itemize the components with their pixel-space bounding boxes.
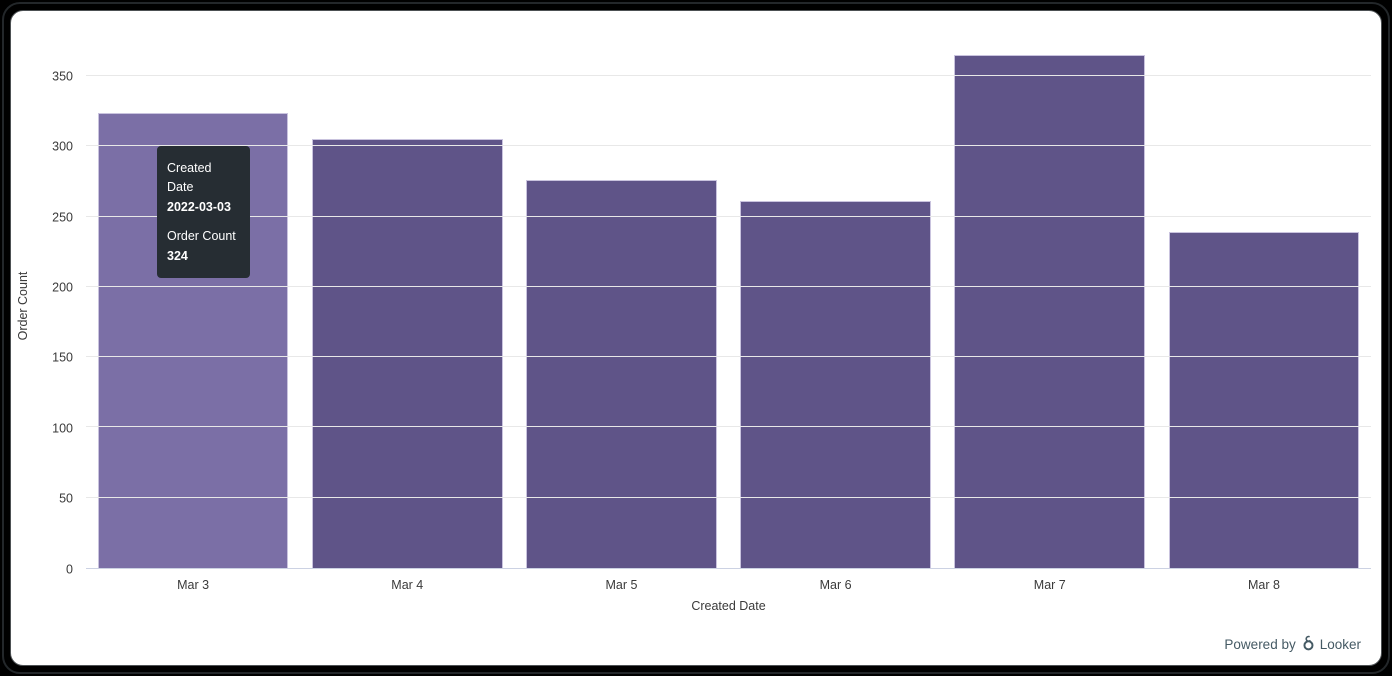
x-tick-label-mar-5: Mar 5 [605, 578, 638, 592]
tooltip: Created Date 2022-03-03 Order Count 324 [157, 146, 250, 278]
x-tick-label-mar-4: Mar 4 [391, 578, 424, 592]
tooltip-measure-label: Order Count [167, 229, 236, 244]
bars-row [86, 41, 1371, 568]
gridline-150 [86, 356, 1371, 358]
y-tick-label-250: 250 [52, 209, 73, 224]
bar-mar-8[interactable] [1168, 232, 1360, 568]
y-tick-label-0: 0 [66, 561, 73, 576]
plot-area [86, 41, 1371, 569]
brand-text: Looker [1319, 637, 1361, 652]
bar-mar-4[interactable] [311, 139, 503, 568]
bar-slot-mar-4 [300, 41, 514, 568]
gridline-350 [86, 75, 1371, 77]
y-tick-label-100: 100 [52, 420, 73, 435]
y-axis-tick-labels: 0 50 100 150 200 250 300 350 [11, 41, 73, 575]
gridline-250 [86, 215, 1371, 217]
x-tick-label-mar-3: Mar 3 [177, 578, 210, 592]
gridline-200 [86, 285, 1371, 287]
bar-slot-mar-6 [729, 41, 943, 568]
bar-mar-6[interactable] [740, 201, 931, 568]
bar-mar-5[interactable] [526, 180, 717, 568]
x-axis-tick-labels: Mar 3 Mar 4 Mar 5 Mar 6 Mar 7 Mar 8 [86, 578, 1371, 592]
y-tick-label-350: 350 [52, 68, 73, 83]
powered-by-looker-link[interactable]: Powered by Looker [1224, 635, 1361, 654]
gridline-300 [86, 145, 1371, 147]
tooltip-gap [167, 217, 240, 227]
tooltip-measure-value: 324 [167, 248, 188, 263]
looker-logo-icon [1301, 635, 1315, 654]
bar-slot-mar-5 [514, 41, 728, 568]
tooltip-dimension-label: Created Date [167, 161, 212, 195]
y-tick-label-200: 200 [52, 280, 73, 295]
tooltip-dimension-value: 2022-03-03 [167, 199, 231, 214]
x-axis-title: Created Date [691, 599, 766, 613]
y-tick-label-50: 50 [59, 491, 73, 506]
gridline-100 [86, 426, 1371, 428]
x-tick-label-mar-7: Mar 7 [1033, 578, 1066, 592]
gridline-50 [86, 496, 1371, 498]
bar-mar-7[interactable] [954, 55, 1146, 568]
y-tick-label-150: 150 [52, 350, 73, 365]
bar-slot-mar-8 [1157, 41, 1371, 568]
bar-slot-mar-3 [86, 41, 300, 568]
bar-slot-mar-7 [943, 41, 1157, 568]
y-tick-label-300: 300 [52, 139, 73, 154]
x-tick-label-mar-6: Mar 6 [819, 578, 852, 592]
powered-by-text: Powered by [1224, 637, 1296, 652]
x-tick-label-mar-8: Mar 8 [1247, 578, 1280, 592]
